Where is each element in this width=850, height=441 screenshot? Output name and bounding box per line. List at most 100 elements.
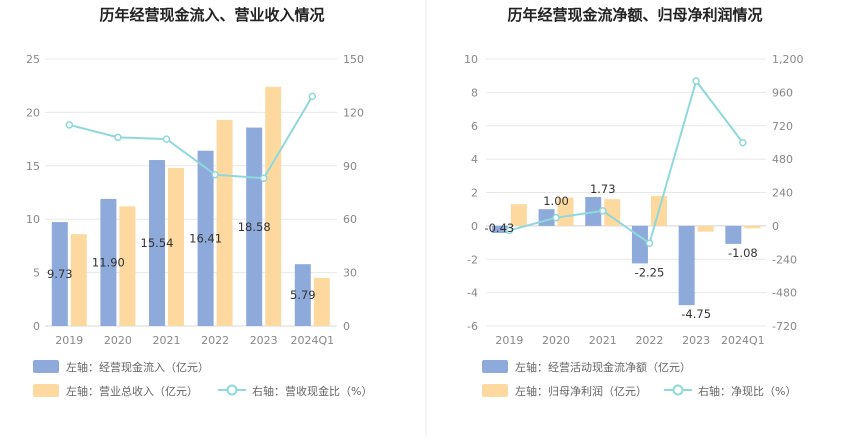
left-axis-tick-label: -2 xyxy=(467,253,478,266)
chart-1-data-labels: 9.73 11.90 15.54 16.41 18.58 5.79 xyxy=(47,220,316,302)
chart-1-title: 历年经营现金流入、营业收入情况 xyxy=(99,6,324,24)
chart-2-bars xyxy=(491,195,761,306)
right-axis-tick-label: 1,200 xyxy=(772,53,804,66)
ratio-line-point[interactable] xyxy=(65,121,74,129)
left-axis-tick-label: 2 xyxy=(471,187,478,200)
right-axis-tick-label: 120 xyxy=(343,106,364,119)
ratio-line-point[interactable] xyxy=(739,138,747,147)
bar-primary[interactable] xyxy=(100,198,117,326)
bar-primary[interactable] xyxy=(678,225,695,306)
left-axis-tick-label: 0 xyxy=(471,220,478,233)
chart-1-legend[interactable]: 左轴：经营现金流入（亿元） 左轴：营业总收入（亿元） 右轴：营收现金比（%） xyxy=(33,360,372,398)
bar-secondary[interactable] xyxy=(313,277,330,326)
x-axis-tick-label: 2020 xyxy=(542,334,570,347)
x-axis-tick-label: 2023 xyxy=(682,334,710,347)
data-label: 1.00 xyxy=(543,194,569,208)
ratio-line-point[interactable] xyxy=(308,92,317,101)
x-axis-tick-label: 2021 xyxy=(153,334,181,347)
ratio-line-point[interactable] xyxy=(211,170,219,179)
ratio-line-point[interactable] xyxy=(599,207,607,215)
left-axis-tick-label: 0 xyxy=(33,320,40,333)
right-axis-tick-label: 90 xyxy=(343,160,357,173)
ratio-line-point[interactable] xyxy=(552,213,560,222)
left-axis-tick-label: 10 xyxy=(464,53,478,66)
bar-primary[interactable] xyxy=(197,150,214,326)
right-axis-tick-label: 0 xyxy=(343,320,350,333)
bar-secondary[interactable] xyxy=(697,225,714,232)
data-label: 5.79 xyxy=(290,288,316,302)
bar-primary[interactable] xyxy=(725,225,742,244)
bar-primary[interactable] xyxy=(538,209,555,226)
x-axis-tick-label: 2024Q1 xyxy=(290,334,334,347)
x-axis-tick-label: 2021 xyxy=(589,334,617,347)
chart-2-legend[interactable]: 左轴：经营活动现金流净额（亿元） 左轴：归母净利润（亿元） 右轴：净现比（%） xyxy=(482,360,796,398)
legend-swatch-cash-inflow xyxy=(33,360,59,373)
legend-label-ratio: 右轴：营收现金比（%） xyxy=(252,384,372,398)
bar-secondary[interactable] xyxy=(216,119,233,326)
bar-secondary[interactable] xyxy=(168,167,184,326)
right-axis-tick-label: 480 xyxy=(772,153,793,166)
ratio-line-point[interactable] xyxy=(259,174,268,183)
data-label: -0.43 xyxy=(484,221,514,235)
data-label: -4.75 xyxy=(681,307,711,321)
data-label: 1.73 xyxy=(590,182,616,196)
ratio-line-point[interactable] xyxy=(505,226,514,235)
data-label: -1.08 xyxy=(728,246,758,260)
right-axis-tick-label: 960 xyxy=(772,86,793,99)
bar-secondary[interactable] xyxy=(557,197,574,226)
bar-primary[interactable] xyxy=(149,160,165,326)
left-axis-tick-label: 4 xyxy=(471,153,478,166)
legend-label-netcash-ratio: 右轴：净现比（%） xyxy=(698,384,796,398)
bar-primary[interactable] xyxy=(51,222,68,326)
x-axis-tick-label: 2022 xyxy=(201,334,229,347)
legend-swatch-net-cashflow xyxy=(482,360,508,373)
chart-netcash-netprofit: 历年经营现金流净额、归母净利润情况 -6 -4 -2 0 2 4 6 8 10 -720 -480… xyxy=(464,6,804,398)
data-label: 18.58 xyxy=(238,220,271,234)
chart-1-bars xyxy=(51,86,330,326)
chart-2-right-axis: -720 -480 -240 0 240 480 720 960 1,200 xyxy=(772,53,804,333)
bar-secondary[interactable] xyxy=(744,225,761,229)
bar-primary[interactable] xyxy=(294,264,311,326)
right-axis-tick-label: 0 xyxy=(772,220,779,233)
legend-label-cash-inflow: 左轴：经营现金流入（亿元） xyxy=(66,360,209,374)
left-axis-tick-label: 6 xyxy=(471,120,478,133)
left-axis-tick-label: 20 xyxy=(26,106,40,119)
right-axis-tick-label: 60 xyxy=(343,213,357,226)
ratio-line-point[interactable] xyxy=(114,133,122,142)
x-axis-tick-label: 2019 xyxy=(495,334,523,347)
chart-cashflow-revenue: 历年经营现金流入、营业收入情况 0 5 10 15 20 25 0 30 60 90 120 150… xyxy=(26,6,372,398)
right-axis-tick-label: 30 xyxy=(343,267,357,280)
chart-2-data-labels: -0.43 1.00 1.73 -2.25 -4.75 -1.08 xyxy=(484,182,757,321)
chart-2-ratio-line xyxy=(505,77,747,248)
right-axis-tick-label: 240 xyxy=(772,187,793,200)
legend-swatch-revenue xyxy=(33,384,59,397)
ratio-line-point[interactable] xyxy=(645,239,654,248)
ratio-line-point[interactable] xyxy=(162,135,171,143)
bar-secondary[interactable] xyxy=(70,234,87,326)
legend-label-net-profit: 左轴：归母净利润（亿元） xyxy=(515,384,647,398)
chart-1-x-axis: 2019 2020 2021 2022 2023 2024Q1 xyxy=(55,334,334,347)
x-axis-tick-label: 2022 xyxy=(635,334,663,347)
chart-2-title: 历年经营现金流净额、归母净利润情况 xyxy=(507,6,762,24)
right-axis-tick-label: 150 xyxy=(343,53,364,66)
left-axis-tick-label: 25 xyxy=(26,53,40,66)
left-axis-tick-label: -6 xyxy=(467,320,478,333)
right-axis-tick-label: -240 xyxy=(772,253,797,266)
bar-secondary[interactable] xyxy=(265,86,282,326)
left-axis-tick-label: -4 xyxy=(467,287,478,300)
data-label: 16.41 xyxy=(189,231,222,245)
bar-primary[interactable] xyxy=(491,225,508,234)
x-axis-tick-label: 2024Q1 xyxy=(721,334,765,347)
bar-primary[interactable] xyxy=(631,225,648,264)
right-axis-tick-label: -720 xyxy=(772,320,797,333)
ratio-line-point[interactable] xyxy=(692,77,700,85)
chart-2-x-axis: 2019 2020 2021 2022 2023 2024Q1 xyxy=(495,334,764,347)
bar-secondary[interactable] xyxy=(510,204,527,226)
data-label: 9.73 xyxy=(47,267,73,281)
right-axis-tick-label: -480 xyxy=(772,287,797,300)
data-label: -2.25 xyxy=(635,265,665,279)
x-axis-tick-label: 2020 xyxy=(104,334,132,347)
bar-secondary[interactable] xyxy=(119,206,136,326)
